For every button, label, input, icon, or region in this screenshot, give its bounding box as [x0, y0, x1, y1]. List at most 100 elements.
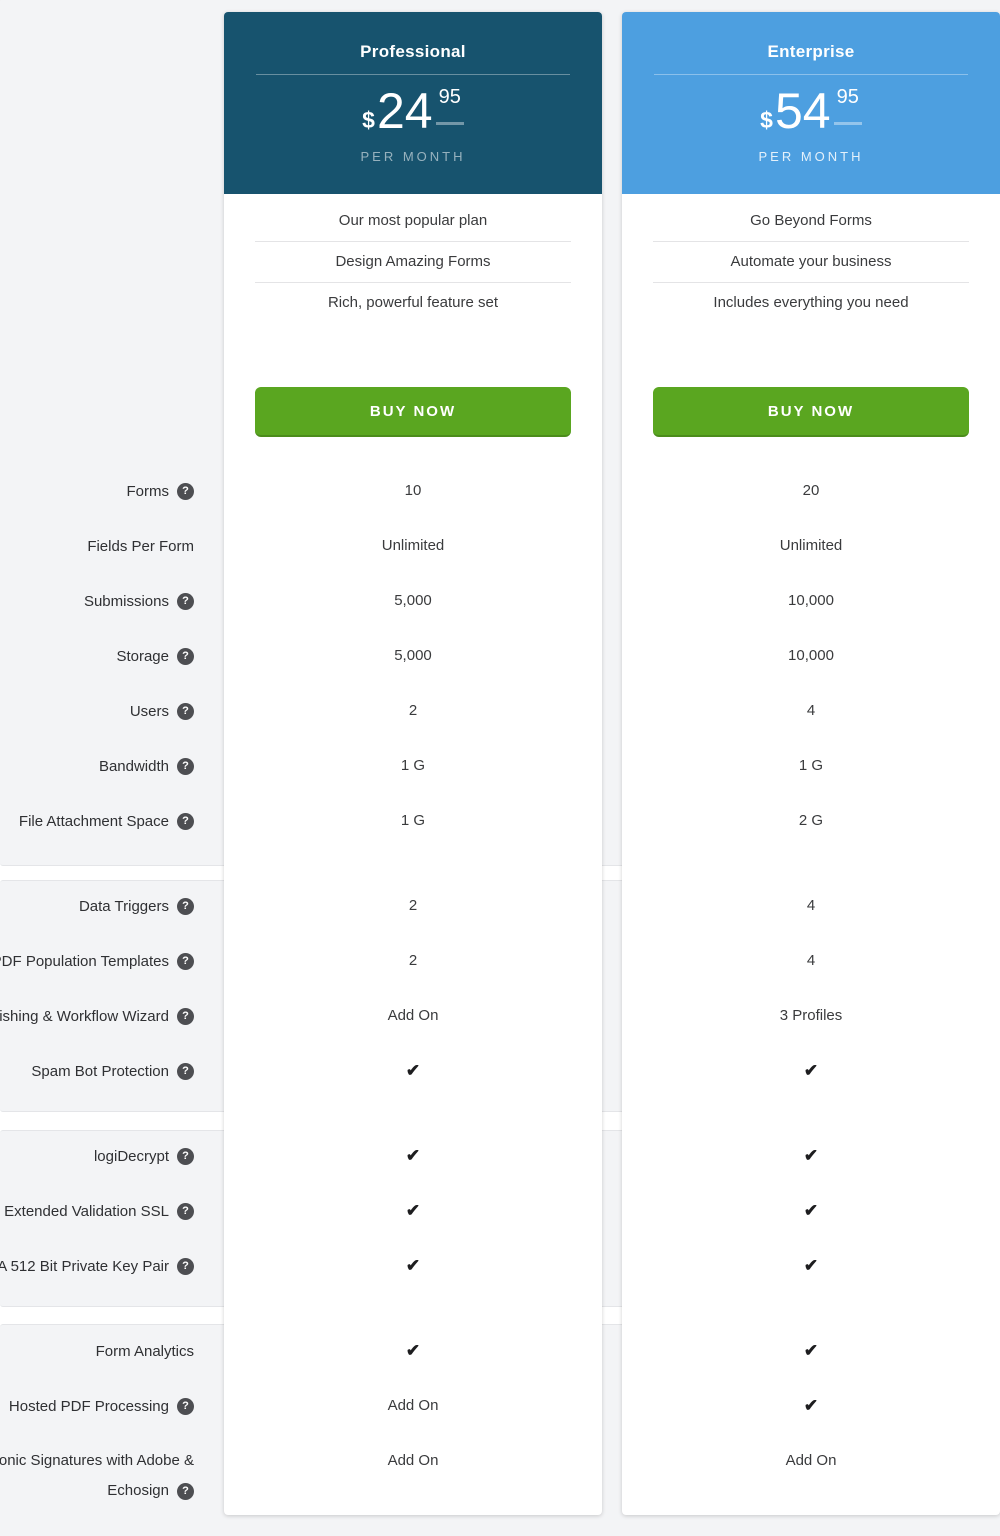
feature-label-forms: Forms — [0, 477, 194, 505]
tagline: Design Amazing Forms — [255, 242, 571, 283]
feature-label-publishing-workflow-wizard: lishing & Workflow Wizard — [0, 1002, 194, 1030]
feature-value: 10,000 — [788, 647, 834, 664]
feature-label-spam-bot-protection: Spam Bot Protection — [0, 1057, 194, 1085]
feature-label-rsa-512-private-key-pair: SA 512 Bit Private Key Pair — [0, 1252, 194, 1280]
help-icon[interactable] — [177, 1397, 194, 1415]
billing-period: PER MONTH — [360, 148, 466, 164]
price-dollars: 24 — [376, 83, 433, 139]
feature-value: 3 Profiles — [779, 1007, 843, 1024]
feature-label-extended-validation-ssl: l Extended Validation SSL — [0, 1197, 194, 1225]
feature-value: 5,000 — [394, 647, 432, 664]
feature-label-submissions: Submissions — [0, 587, 194, 615]
feature-label-hosted-pdf-processing: Hosted PDF Processing — [0, 1392, 194, 1420]
feature-label-form-analytics: Form Analytics — [0, 1337, 194, 1365]
help-icon[interactable] — [177, 757, 194, 775]
tagline: Go Beyond Forms — [653, 201, 969, 242]
feature-value: Unlimited — [779, 537, 843, 554]
tagline: Rich, powerful feature set — [327, 294, 499, 311]
feature-value: Add On — [387, 1007, 439, 1024]
feature-value: 5,000 — [394, 592, 432, 609]
feature-value: 4 — [806, 702, 816, 719]
plan-card-professional: Professional $24 95 PER MONTH Our most po… — [224, 12, 602, 1515]
feature-value: ✔ — [803, 1201, 819, 1220]
currency-symbol: $ — [362, 107, 375, 133]
feature-value: 2 G — [798, 812, 824, 829]
plan-title: Enterprise — [767, 42, 855, 61]
feature-value: 2 — [408, 897, 418, 914]
help-icon[interactable] — [177, 702, 194, 720]
feature-label-text: Spam Bot Protection — [31, 1062, 169, 1080]
plan-price: $54 95 — [622, 83, 1000, 141]
feature-value: Add On — [785, 1452, 837, 1469]
feature-label-text: onic Signatures with Adobe & — [0, 1452, 194, 1469]
feature-value: 10 — [404, 482, 422, 499]
feature-value: Add On — [387, 1452, 439, 1469]
feature-value: ✔ — [405, 1341, 421, 1360]
feature-value: ✔ — [405, 1061, 421, 1080]
tagline: Automate your business — [653, 242, 969, 283]
feature-value: 1 G — [400, 757, 426, 774]
help-icon[interactable] — [177, 812, 194, 830]
feature-value: 4 — [806, 952, 816, 969]
help-icon[interactable] — [177, 1202, 194, 1220]
tagline: Includes everything you need — [713, 294, 909, 311]
feature-label-text: Forms — [126, 482, 170, 500]
feature-label-text: SA 512 Bit Private Key Pair — [0, 1257, 169, 1275]
price-cents: 95 — [833, 83, 862, 125]
help-icon[interactable] — [177, 1482, 194, 1500]
help-icon[interactable] — [177, 1147, 194, 1165]
feature-label-logidecrypt: logiDecrypt — [0, 1142, 194, 1170]
feature-label-text: Form Analytics — [95, 1342, 194, 1360]
feature-label-fields-per-form: Fields Per Form — [0, 532, 194, 560]
feature-value: 2 — [408, 702, 418, 719]
feature-value: ✔ — [803, 1146, 819, 1165]
feature-value: 20 — [802, 482, 820, 499]
feature-label-bandwidth: Bandwidth — [0, 752, 194, 780]
help-icon[interactable] — [177, 952, 194, 970]
help-icon[interactable] — [177, 897, 194, 915]
plan-taglines: Go Beyond Forms Automate your business I… — [653, 201, 969, 323]
tagline: Our most popular plan — [255, 201, 571, 242]
feature-value: 1 G — [798, 757, 824, 774]
plan-taglines: Our most popular plan Design Amazing For… — [255, 201, 571, 323]
plan-header-professional: Professional $24 95 PER MONTH — [224, 12, 602, 194]
feature-label-text: lishing & Workflow Wizard — [0, 1007, 169, 1025]
feature-label-file-attachment-space: File Attachment Space — [0, 807, 194, 835]
feature-label-text: l Extended Validation SSL — [0, 1202, 169, 1220]
feature-label-text: Echosign — [107, 1482, 169, 1499]
feature-value: Add On — [387, 1397, 439, 1414]
feature-label-text: Bandwidth — [98, 757, 169, 775]
plan-card-enterprise: Enterprise $54 95 PER MONTH Go Beyond For… — [622, 12, 1000, 1515]
feature-value: ✔ — [803, 1396, 819, 1415]
help-icon[interactable] — [177, 1007, 194, 1025]
feature-label-text: Users — [129, 702, 169, 720]
feature-value: ✔ — [803, 1341, 819, 1360]
feature-label-text: Submissions — [83, 592, 169, 610]
help-icon[interactable] — [177, 592, 194, 610]
buy-now-button-enterprise[interactable]: BUY NOW — [653, 387, 969, 437]
help-icon[interactable] — [177, 1062, 194, 1080]
buy-now-button-professional[interactable]: BUY NOW — [255, 387, 571, 437]
feature-value: 1 G — [400, 812, 426, 829]
feature-label-text: Storage — [116, 647, 169, 665]
feature-label-text: Fields Per Form — [87, 537, 194, 555]
feature-value: 10,000 — [788, 592, 834, 609]
currency-symbol: $ — [760, 107, 773, 133]
price-dollars: 54 — [774, 83, 831, 139]
feature-value: ✔ — [405, 1201, 421, 1220]
feature-label-electronic-signatures: onic Signatures with Adobe & Echosign — [0, 1447, 194, 1505]
feature-label-text: Data Triggers — [78, 897, 169, 915]
help-icon[interactable] — [177, 482, 194, 500]
feature-label-storage: Storage — [0, 642, 194, 670]
feature-label-text: Hosted PDF Processing — [8, 1397, 169, 1415]
feature-value: ✔ — [803, 1256, 819, 1275]
feature-value: ✔ — [803, 1061, 819, 1080]
billing-period: PER MONTH — [758, 148, 864, 164]
help-icon[interactable] — [177, 1257, 194, 1275]
feature-label-text: File Attachment Space — [18, 812, 169, 830]
feature-label-data-triggers: Data Triggers — [0, 892, 194, 920]
help-icon[interactable] — [177, 647, 194, 665]
feature-value: Unlimited — [381, 537, 445, 554]
feature-label-text: PDF Population Templates — [0, 952, 169, 970]
